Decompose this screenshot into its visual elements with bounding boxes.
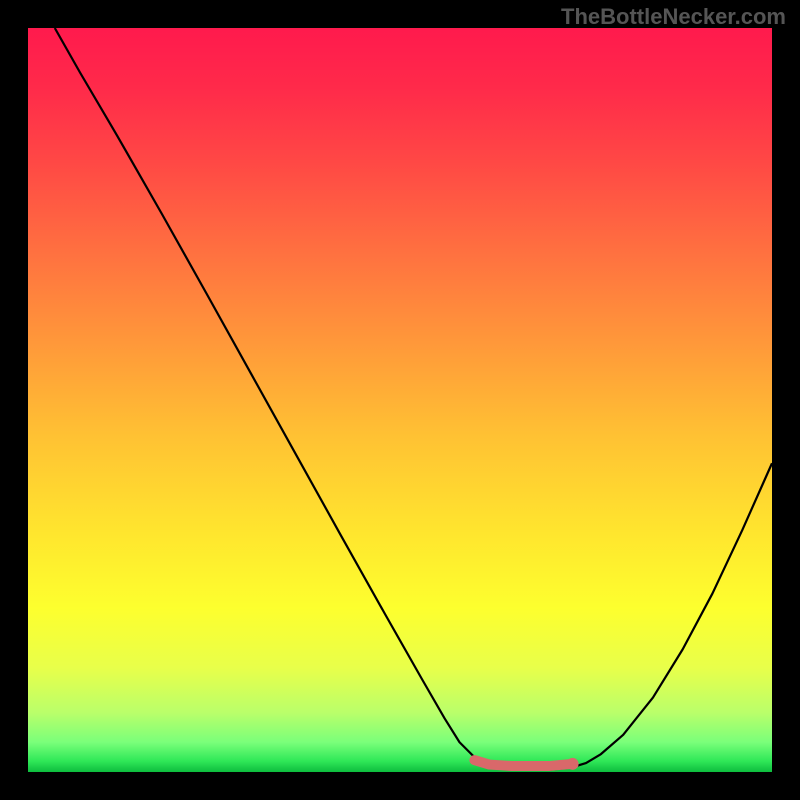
plot-area — [28, 28, 772, 772]
optimal-point-marker — [567, 758, 579, 770]
chart-svg — [28, 28, 772, 772]
watermark-text: TheBottleNecker.com — [561, 4, 786, 30]
gradient-background — [28, 28, 772, 772]
chart-container: TheBottleNecker.com — [0, 0, 800, 800]
